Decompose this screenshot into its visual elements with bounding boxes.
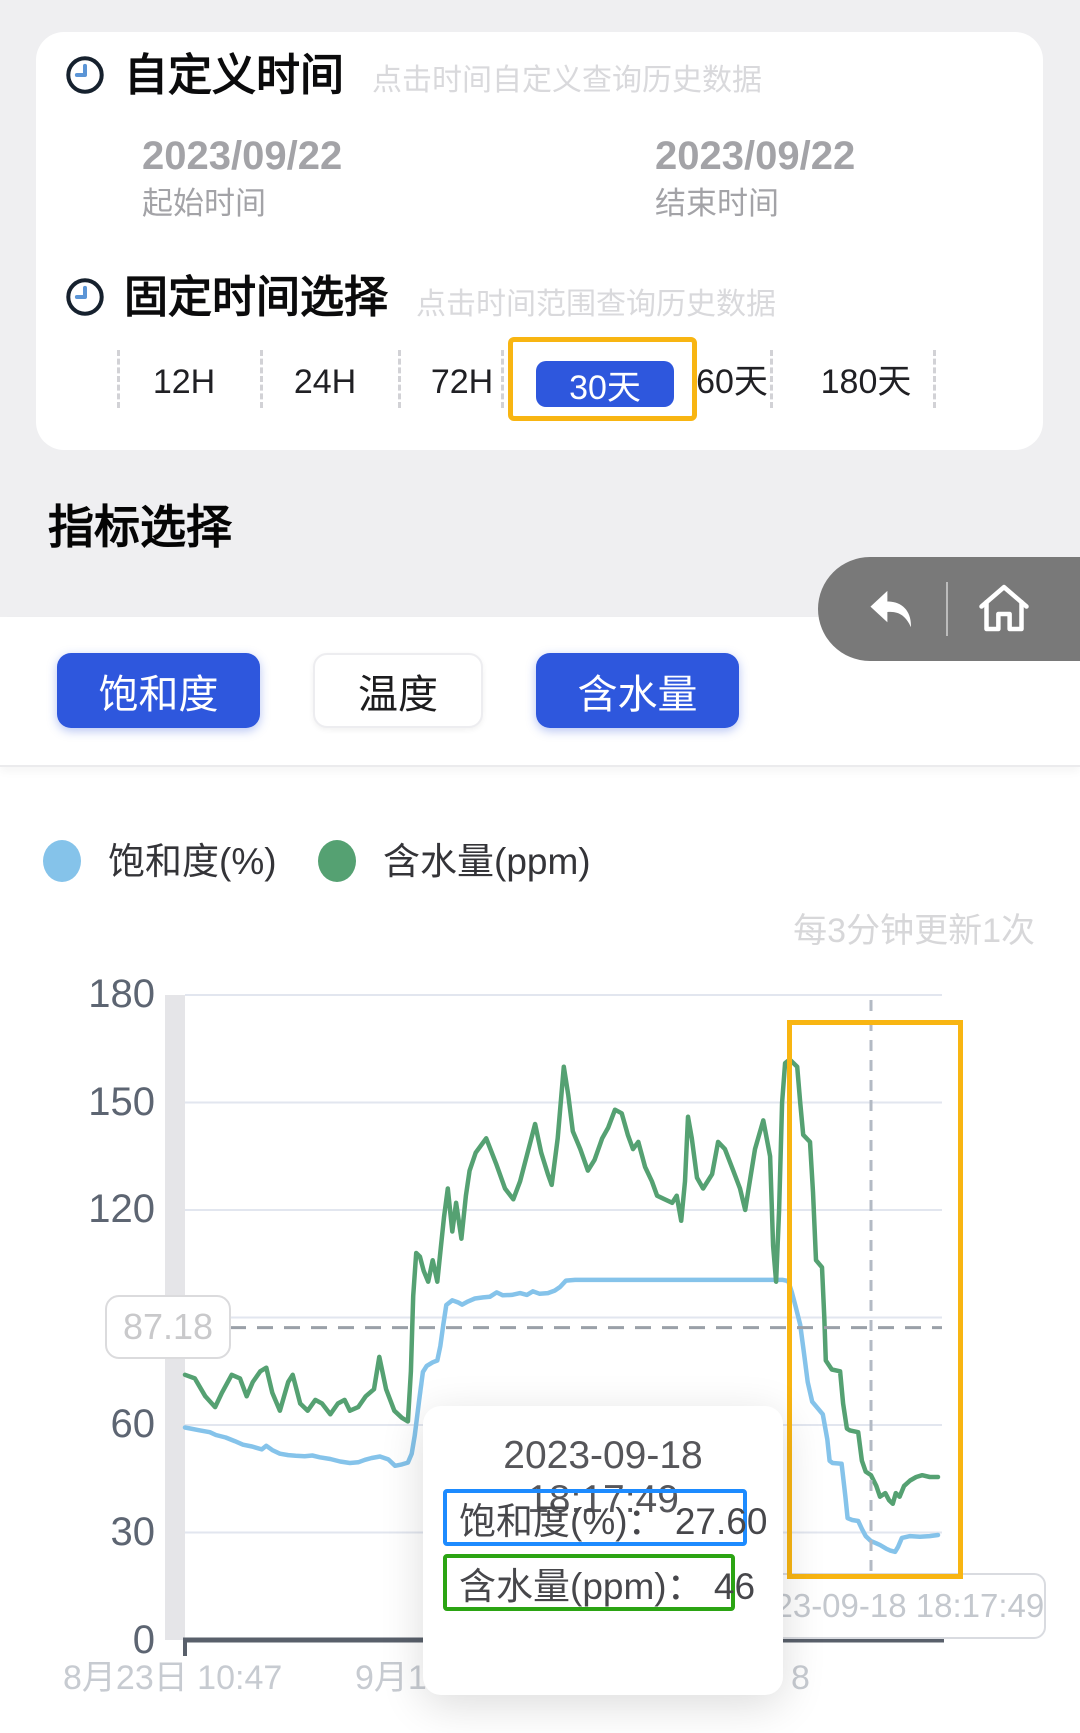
custom-time-title: 自定义时间 xyxy=(124,51,344,100)
time-option-24h[interactable]: 24H xyxy=(293,363,357,401)
end-date-label: 结束时间 xyxy=(655,186,779,221)
option-separator xyxy=(933,350,936,408)
option-separator xyxy=(398,350,401,408)
time-option-30d[interactable]: 30天 xyxy=(536,361,674,407)
time-option-180d[interactable]: 180天 xyxy=(820,363,912,401)
y-tick-label: 150 xyxy=(88,1080,155,1124)
start-date-label: 起始时间 xyxy=(142,186,266,221)
y-tick-label: 120 xyxy=(88,1187,155,1231)
axis-pointer-label: 2023-09-18 18:17:49 xyxy=(736,1573,1046,1639)
reference-value-badge: 87.18 xyxy=(105,1295,231,1359)
selected-option-highlight xyxy=(508,337,697,421)
indicator-button-water[interactable]: 含水量 xyxy=(536,653,739,728)
time-option-72h[interactable]: 72H xyxy=(430,363,494,401)
custom-time-hint: 点击时间自定义查询历史数据 xyxy=(372,64,762,97)
option-separator xyxy=(117,350,120,408)
y-tick-label: 60 xyxy=(110,1402,156,1446)
legend-label-saturation[interactable]: 饱和度(%) xyxy=(108,841,277,882)
indicator-button-temperature[interactable]: 温度 xyxy=(313,653,483,728)
clock-icon xyxy=(66,278,104,316)
capsule-divider xyxy=(946,582,948,636)
tooltip-row-water: 含水量(ppm)： 46 xyxy=(443,1554,755,1611)
nav-capsule xyxy=(818,557,1080,661)
back-icon[interactable] xyxy=(862,580,920,638)
legend-label-water[interactable]: 含水量(ppm) xyxy=(383,841,591,882)
option-separator xyxy=(770,350,773,408)
fixed-time-title: 固定时间选择 xyxy=(124,273,388,322)
time-option-60d[interactable]: 60天 xyxy=(696,363,768,401)
tooltip-row-saturation: 饱和度(%)： 27.60 xyxy=(443,1489,767,1546)
refresh-note: 每3分钟更新1次 xyxy=(793,912,1035,950)
tooltip-date: 2023-09-18 18:17:49 xyxy=(503,1434,703,1521)
x-tick-label: 8 xyxy=(791,1659,810,1697)
chart-tooltip: 2023-09-18 18:17:49 饱和度(%)： 27.60 含水量(pp… xyxy=(423,1406,783,1695)
time-option-12h[interactable]: 12H xyxy=(152,363,216,401)
legend-dot-water[interactable] xyxy=(318,840,356,882)
end-date-picker[interactable]: 2023/09/22 xyxy=(655,134,856,178)
page-title: 指标选择 xyxy=(48,501,232,553)
home-icon[interactable] xyxy=(974,579,1034,639)
y-tick-label: 0 xyxy=(132,1618,155,1662)
y-tick-label: 30 xyxy=(110,1510,156,1554)
y-tick-label: 180 xyxy=(88,972,155,1016)
selection-highlight-rect xyxy=(787,1020,963,1579)
fixed-time-hint: 点击时间范围查询历史数据 xyxy=(416,288,776,321)
option-separator xyxy=(501,350,504,408)
clock-icon xyxy=(66,56,104,94)
x-tick-label: 8月23日 10:47 xyxy=(63,1659,283,1697)
option-separator xyxy=(260,350,263,408)
legend-dot-saturation[interactable] xyxy=(43,840,81,882)
start-date-picker[interactable]: 2023/09/22 xyxy=(142,134,343,178)
indicator-button-saturation[interactable]: 饱和度 xyxy=(57,653,260,728)
